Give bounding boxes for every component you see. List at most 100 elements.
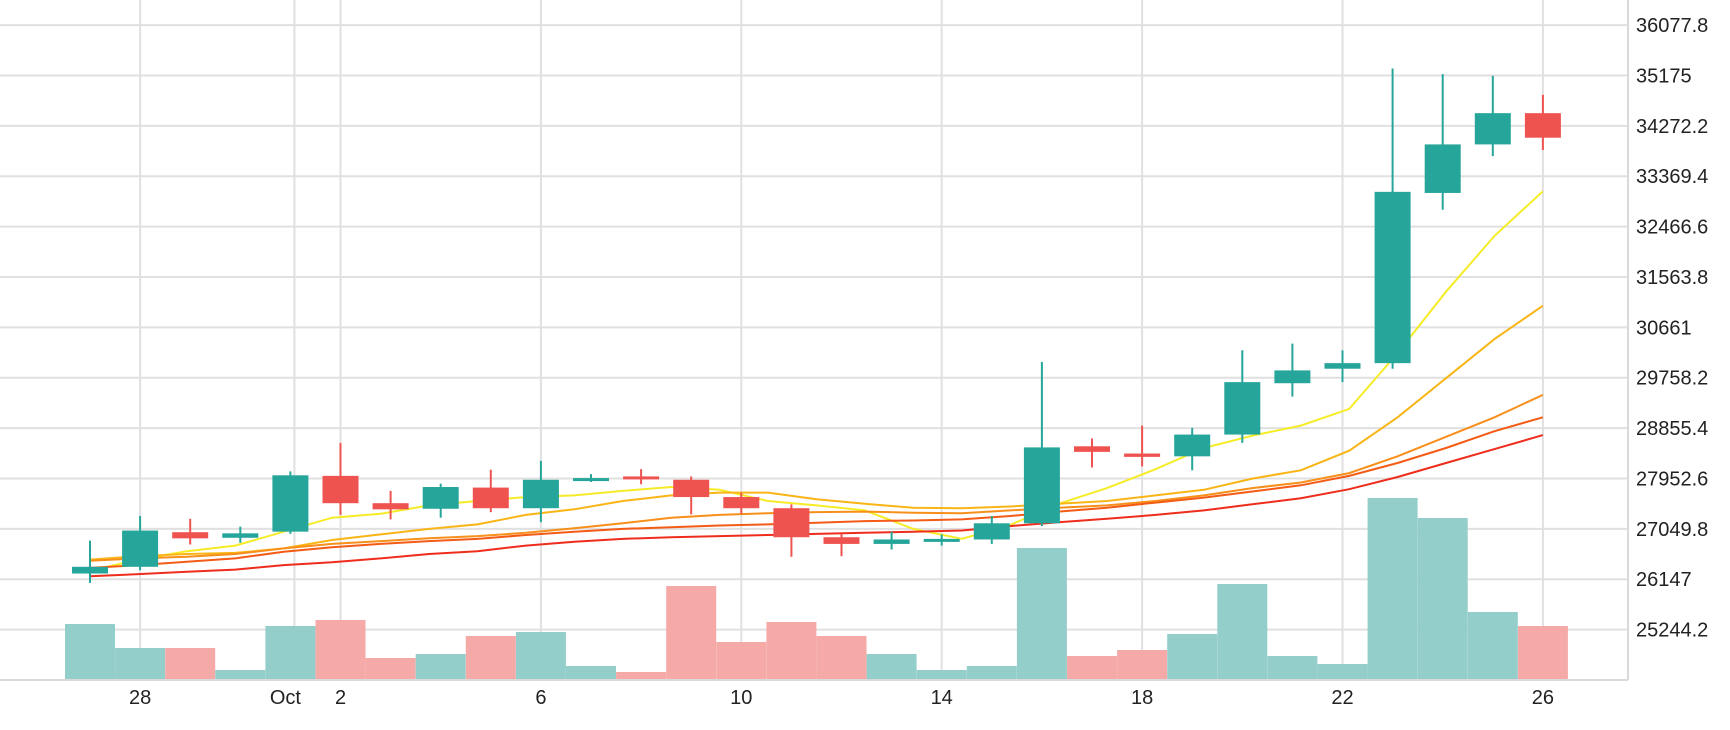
volume-bar [515, 632, 566, 680]
candles [72, 68, 1561, 583]
candle [1274, 343, 1311, 397]
candle [573, 474, 609, 482]
x-tick-label: 14 [931, 687, 953, 709]
candle [1424, 74, 1461, 210]
candle-body [472, 487, 509, 509]
volume-bar [566, 666, 616, 680]
volume-bar [1267, 656, 1318, 680]
candle-body [422, 487, 459, 509]
y-tick-label: 27952.6 [1636, 468, 1708, 490]
moving-average-line [89, 304, 1544, 561]
y-tick-label: 30661 [1636, 317, 1692, 339]
candle-body [573, 478, 609, 482]
candle-body [172, 532, 209, 539]
candle-body [773, 508, 810, 538]
candle-body [723, 497, 760, 509]
volume-bar [966, 666, 1017, 680]
volume-bar [365, 658, 416, 680]
candle-body [272, 475, 309, 532]
candle [973, 516, 1010, 544]
y-tick-label: 31563.8 [1636, 267, 1708, 289]
candle [222, 526, 259, 543]
candle [72, 540, 108, 583]
y-tick-label: 35175 [1636, 65, 1692, 87]
candle-body [1524, 113, 1561, 138]
x-tick-label: 28 [129, 687, 151, 709]
candle-body [1374, 191, 1411, 364]
candle [522, 460, 559, 523]
volume-bar [1217, 584, 1268, 680]
candle-body [1124, 453, 1161, 457]
candle-body [322, 475, 359, 504]
candle [923, 534, 960, 546]
candle-body [72, 566, 108, 574]
candle-body [973, 523, 1010, 540]
candle-body [823, 537, 860, 544]
volume-bar [1317, 664, 1368, 680]
y-tick-label: 28855.4 [1636, 418, 1708, 440]
candle-body [1023, 447, 1060, 524]
candle [272, 471, 309, 534]
candle [823, 533, 860, 557]
y-tick-label: 26147 [1636, 569, 1692, 591]
candle [1524, 94, 1561, 150]
candle [422, 483, 459, 518]
candle [122, 516, 159, 571]
volume-bar [115, 648, 166, 680]
volume-bar [766, 622, 817, 680]
candle [472, 469, 509, 513]
y-tick-label: 25244.2 [1636, 620, 1708, 642]
candle [1023, 362, 1060, 527]
candle [322, 442, 359, 515]
candle [1124, 425, 1161, 467]
y-tick-label: 27049.8 [1636, 519, 1708, 541]
candle [1474, 75, 1511, 157]
volume-bar [265, 626, 316, 680]
candle-body [673, 479, 710, 498]
candle-body [372, 503, 409, 510]
candle [1224, 350, 1261, 443]
x-tick-label: 2 [335, 687, 346, 709]
volume-bar [1167, 634, 1218, 680]
candle [172, 518, 209, 545]
volume-bar [1467, 612, 1518, 680]
candle [1324, 350, 1361, 383]
volume-bar [866, 654, 917, 680]
volume-bar [165, 648, 216, 680]
volume-bar [1117, 650, 1168, 680]
candle-body [1474, 113, 1511, 145]
volume-bar [415, 654, 466, 680]
y-tick-label: 32466.6 [1636, 217, 1708, 239]
volume-bars [65, 498, 1568, 680]
candle [623, 469, 660, 485]
y-tick-label: 36077.8 [1636, 15, 1708, 37]
axes: 36077.8 35175 34272.2 33369.4 32466.6 31563.8… [0, 0, 1708, 709]
x-tick-label: 18 [1131, 687, 1153, 709]
candle [1074, 438, 1110, 468]
volume-bar [1417, 518, 1468, 680]
volume-bar [616, 672, 667, 680]
x-tick-label: 26 [1532, 687, 1554, 709]
candle-body [1074, 446, 1110, 452]
volume-bar [465, 636, 516, 680]
volume-bar [1067, 656, 1117, 680]
candle-body [222, 533, 259, 538]
moving-average-line [89, 393, 1544, 562]
volume-bar [816, 636, 867, 680]
x-tick-label: 10 [730, 687, 752, 709]
volume-bar [65, 624, 115, 680]
moving-average-lines [89, 190, 1544, 578]
candle-body [623, 476, 660, 480]
volume-bar [916, 670, 967, 680]
candle [673, 476, 710, 515]
candle-body [522, 479, 559, 509]
volume-bar [315, 620, 366, 680]
candle-body [1424, 144, 1461, 193]
y-tick-label: 34272.2 [1636, 116, 1708, 138]
moving-average-line [89, 416, 1544, 569]
volume-bar [215, 670, 266, 680]
candle [773, 504, 810, 557]
volume-bar [1367, 498, 1418, 680]
candle-body [1274, 370, 1311, 384]
candle-body [923, 538, 960, 542]
